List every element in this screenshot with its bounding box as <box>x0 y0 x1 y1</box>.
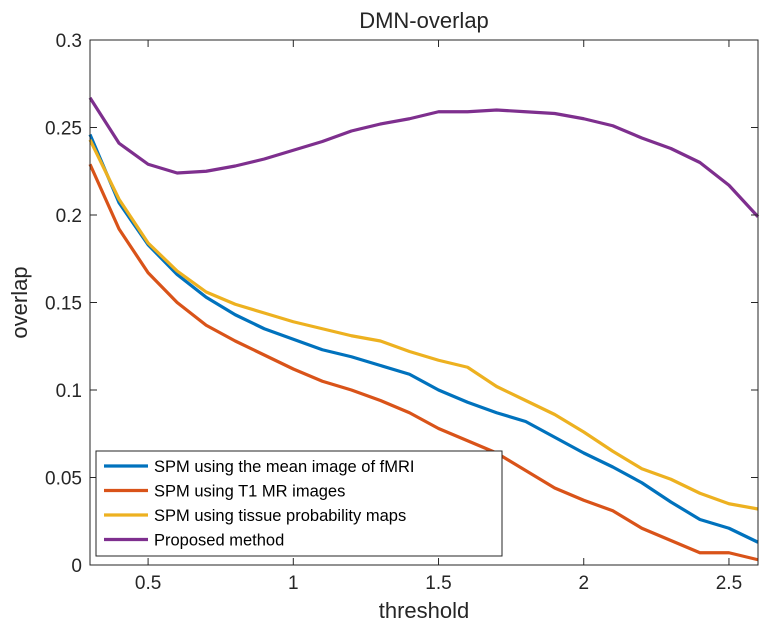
series-layer <box>88 96 760 562</box>
series-line-2 <box>88 163 759 562</box>
y-axis-label: overlap <box>7 266 32 338</box>
y-tick-label: 0 <box>71 556 82 577</box>
y-tick-label: 0.1 <box>56 381 82 402</box>
x-tick-label: 1.5 <box>425 573 451 594</box>
legend-label: SPM using tissue probability maps <box>154 507 406 525</box>
series-line-1 <box>88 133 759 544</box>
y-tick-label: 0.2 <box>56 206 82 227</box>
x-axis-label: threshold <box>379 598 470 623</box>
chart-title: DMN-overlap <box>359 8 489 33</box>
y-tick-label: 0.05 <box>45 469 82 490</box>
legend-box <box>95 450 503 557</box>
legend-label: Proposed method <box>154 532 284 550</box>
legend: SPM using the mean image of fMRI SPM usin… <box>95 450 503 557</box>
legend-label: SPM using T1 MR images <box>154 483 345 501</box>
y-tick-label: 0.3 <box>56 31 82 52</box>
x-tick-label: 2.5 <box>716 573 742 594</box>
x-tick-label: 1 <box>288 573 299 594</box>
series-line-3 <box>88 139 759 511</box>
x-tick-label: 2 <box>578 573 589 594</box>
x-tick-label: 0.5 <box>135 573 161 594</box>
y-tick-label: 0.25 <box>45 119 82 140</box>
ticks-layer: 0.5 1 1.5 2 2.5 0 0.05 0.1 0.15 0.2 0.25 0.3 <box>45 31 758 594</box>
series-line-4 <box>88 96 760 218</box>
y-tick-label: 0.15 <box>45 294 82 315</box>
legend-label: SPM using the mean image of fMRI <box>154 458 414 476</box>
